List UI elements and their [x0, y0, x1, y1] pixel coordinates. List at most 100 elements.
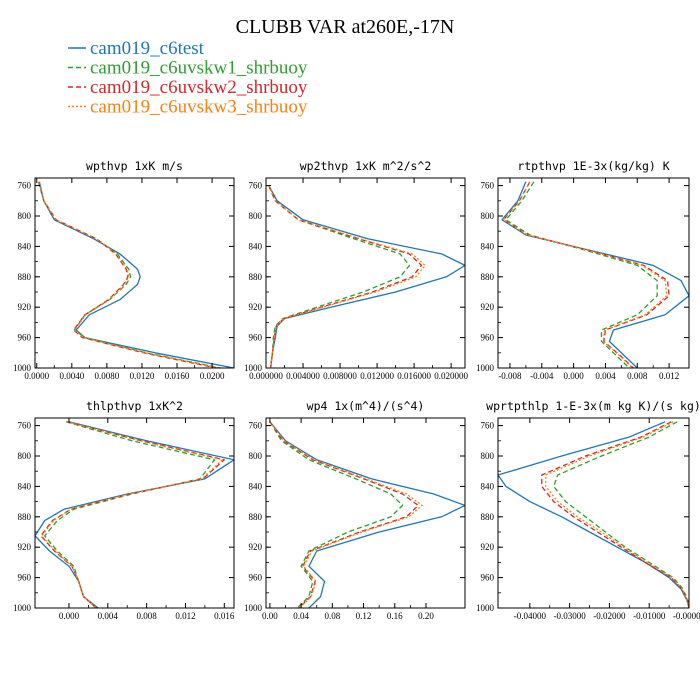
- panel-title: wp4 1x(m^4)/(s^4): [307, 399, 425, 413]
- panel-title: wprtpthlp 1-E-3x(m kg K)/(s kg): [486, 399, 700, 413]
- panel-title: thlpthvp 1xK^2: [86, 399, 183, 413]
- x-tick-label: 0.12: [356, 611, 372, 621]
- y-tick-label: 1000: [476, 363, 495, 373]
- y-tick-label: 760: [481, 421, 495, 431]
- y-tick-label: 960: [249, 333, 263, 343]
- panel-frame: [265, 177, 466, 369]
- series-line-1: [269, 421, 465, 608]
- series-line-3: [269, 421, 419, 608]
- panel-frame: [34, 417, 235, 609]
- series-line-2: [553, 421, 689, 608]
- x-tick-label: 0.000000: [249, 371, 283, 381]
- series-line-1: [38, 181, 234, 368]
- panel-1: wpthvp 1xK m/s76080084088092096010000.00…: [13, 159, 235, 381]
- x-tick-label: 0.016000: [397, 371, 431, 381]
- x-tick-label: 0.004: [98, 611, 119, 621]
- panel-3: rtpthvp 1E-3x(kg/kg) K 760 800 840 880 920 960…: [476, 159, 690, 381]
- x-tick-label: 0.0160: [165, 371, 190, 381]
- x-tick-label: 0.0200: [200, 371, 225, 381]
- y-tick-label: 800: [18, 211, 32, 221]
- x-tick-label: 0.020000: [434, 371, 468, 381]
- y-tick-label: 760: [249, 181, 263, 191]
- panels: wpthvp 1xK m/s76080084088092096010000.00…: [13, 159, 700, 621]
- x-tick-label: 0.016: [214, 611, 235, 621]
- panel-frame: [265, 417, 466, 609]
- y-tick-label: 840: [249, 241, 263, 251]
- panel-title: wp2thvp 1xK m^2/s^2: [300, 159, 432, 173]
- series-line-4: [269, 421, 423, 608]
- x-tick-label: 0.0120: [130, 371, 155, 381]
- series-line-1: [498, 421, 689, 608]
- panel-6: wprtpthlp 1-E-3x(m kg K)/(s kg) 760 800 840…: [476, 399, 700, 621]
- x-tick-label: -0.008: [498, 371, 522, 381]
- y-tick-label: 880: [249, 512, 263, 522]
- series-line-2: [269, 421, 404, 608]
- panel-frame: [497, 417, 690, 609]
- y-tick-label: 880: [18, 272, 32, 282]
- x-tick-label: 0.0080: [95, 371, 120, 381]
- legend-label: cam019_c6uvskw3_shrbuoy: [90, 97, 308, 118]
- x-tick-label: 0.004000: [286, 371, 320, 381]
- y-tick-label: 800: [249, 211, 263, 221]
- x-tick-label: 0.004: [595, 371, 616, 381]
- x-tick-label: -0.04000: [514, 611, 547, 621]
- series-line-2: [44, 421, 216, 608]
- legend-label: cam019_c6test: [90, 38, 205, 59]
- y-tick-label: 840: [481, 241, 495, 251]
- figure-title: CLUBB VAR at260E,-17N: [236, 16, 455, 38]
- y-tick-label: 880: [249, 272, 263, 282]
- y-tick-label: 960: [249, 573, 263, 583]
- x-tick-label: 0.008000: [323, 371, 357, 381]
- series-line-4: [268, 185, 426, 368]
- y-tick-label: 1000: [244, 603, 263, 613]
- y-tick-label: 1000: [476, 603, 495, 613]
- series-line-2: [37, 181, 221, 368]
- x-tick-label: 0.000: [59, 611, 80, 621]
- y-tick-label: 760: [18, 181, 32, 191]
- series-line-4: [41, 421, 224, 608]
- series-line-2: [505, 181, 658, 368]
- y-tick-label: 1000: [13, 363, 32, 373]
- series-line-3: [40, 421, 225, 608]
- y-tick-label: 1000: [13, 603, 32, 613]
- x-tick-label: -0.01000: [633, 611, 666, 621]
- x-tick-label: 0.008: [627, 371, 648, 381]
- y-tick-label: 920: [249, 302, 263, 312]
- y-tick-label: 920: [249, 542, 263, 552]
- x-tick-label: 0.20: [418, 611, 434, 621]
- y-tick-label: 800: [18, 451, 32, 461]
- panel-frame: [497, 177, 690, 369]
- y-tick-label: 960: [481, 573, 495, 583]
- y-tick-label: 920: [18, 302, 32, 312]
- panel-4: thlpthvp 1xK^2 760 800 840 880 920 960 1000 0.00…: [13, 399, 235, 621]
- panel-title: wpthvp 1xK m/s: [86, 159, 183, 173]
- x-tick-label: 0.0040: [59, 371, 84, 381]
- y-tick-label: 920: [481, 542, 495, 552]
- series-line-1: [268, 185, 465, 368]
- x-tick-label: 0.012: [659, 371, 679, 381]
- y-tick-label: 840: [18, 241, 32, 251]
- x-tick-label: 0.04: [293, 611, 309, 621]
- y-tick-label: 840: [481, 481, 495, 491]
- y-tick-label: 960: [18, 573, 32, 583]
- legend-label: cam019_c6uvskw2_shrbuoy: [90, 77, 308, 98]
- series-line-1: [501, 181, 689, 368]
- series-line-1: [35, 421, 234, 608]
- y-tick-label: 840: [249, 481, 263, 491]
- x-tick-label: 0.0000: [24, 371, 49, 381]
- series-line-4: [502, 181, 668, 368]
- y-tick-label: 920: [18, 542, 32, 552]
- x-tick-label: 0.00: [262, 611, 278, 621]
- y-tick-label: 800: [481, 451, 495, 461]
- series-line-3: [502, 181, 670, 368]
- x-tick-label: -0.00000: [673, 611, 700, 621]
- y-tick-label: 880: [18, 512, 32, 522]
- series-line-3: [37, 181, 217, 368]
- x-tick-label: 0.16: [387, 611, 403, 621]
- legend: cam019_c6testcam019_c6uvskw1_shrbuoycam0…: [68, 38, 308, 118]
- y-tick-label: 760: [249, 421, 263, 431]
- y-tick-label: 960: [18, 333, 32, 343]
- y-tick-label: 800: [249, 451, 263, 461]
- y-tick-label: 800: [481, 211, 495, 221]
